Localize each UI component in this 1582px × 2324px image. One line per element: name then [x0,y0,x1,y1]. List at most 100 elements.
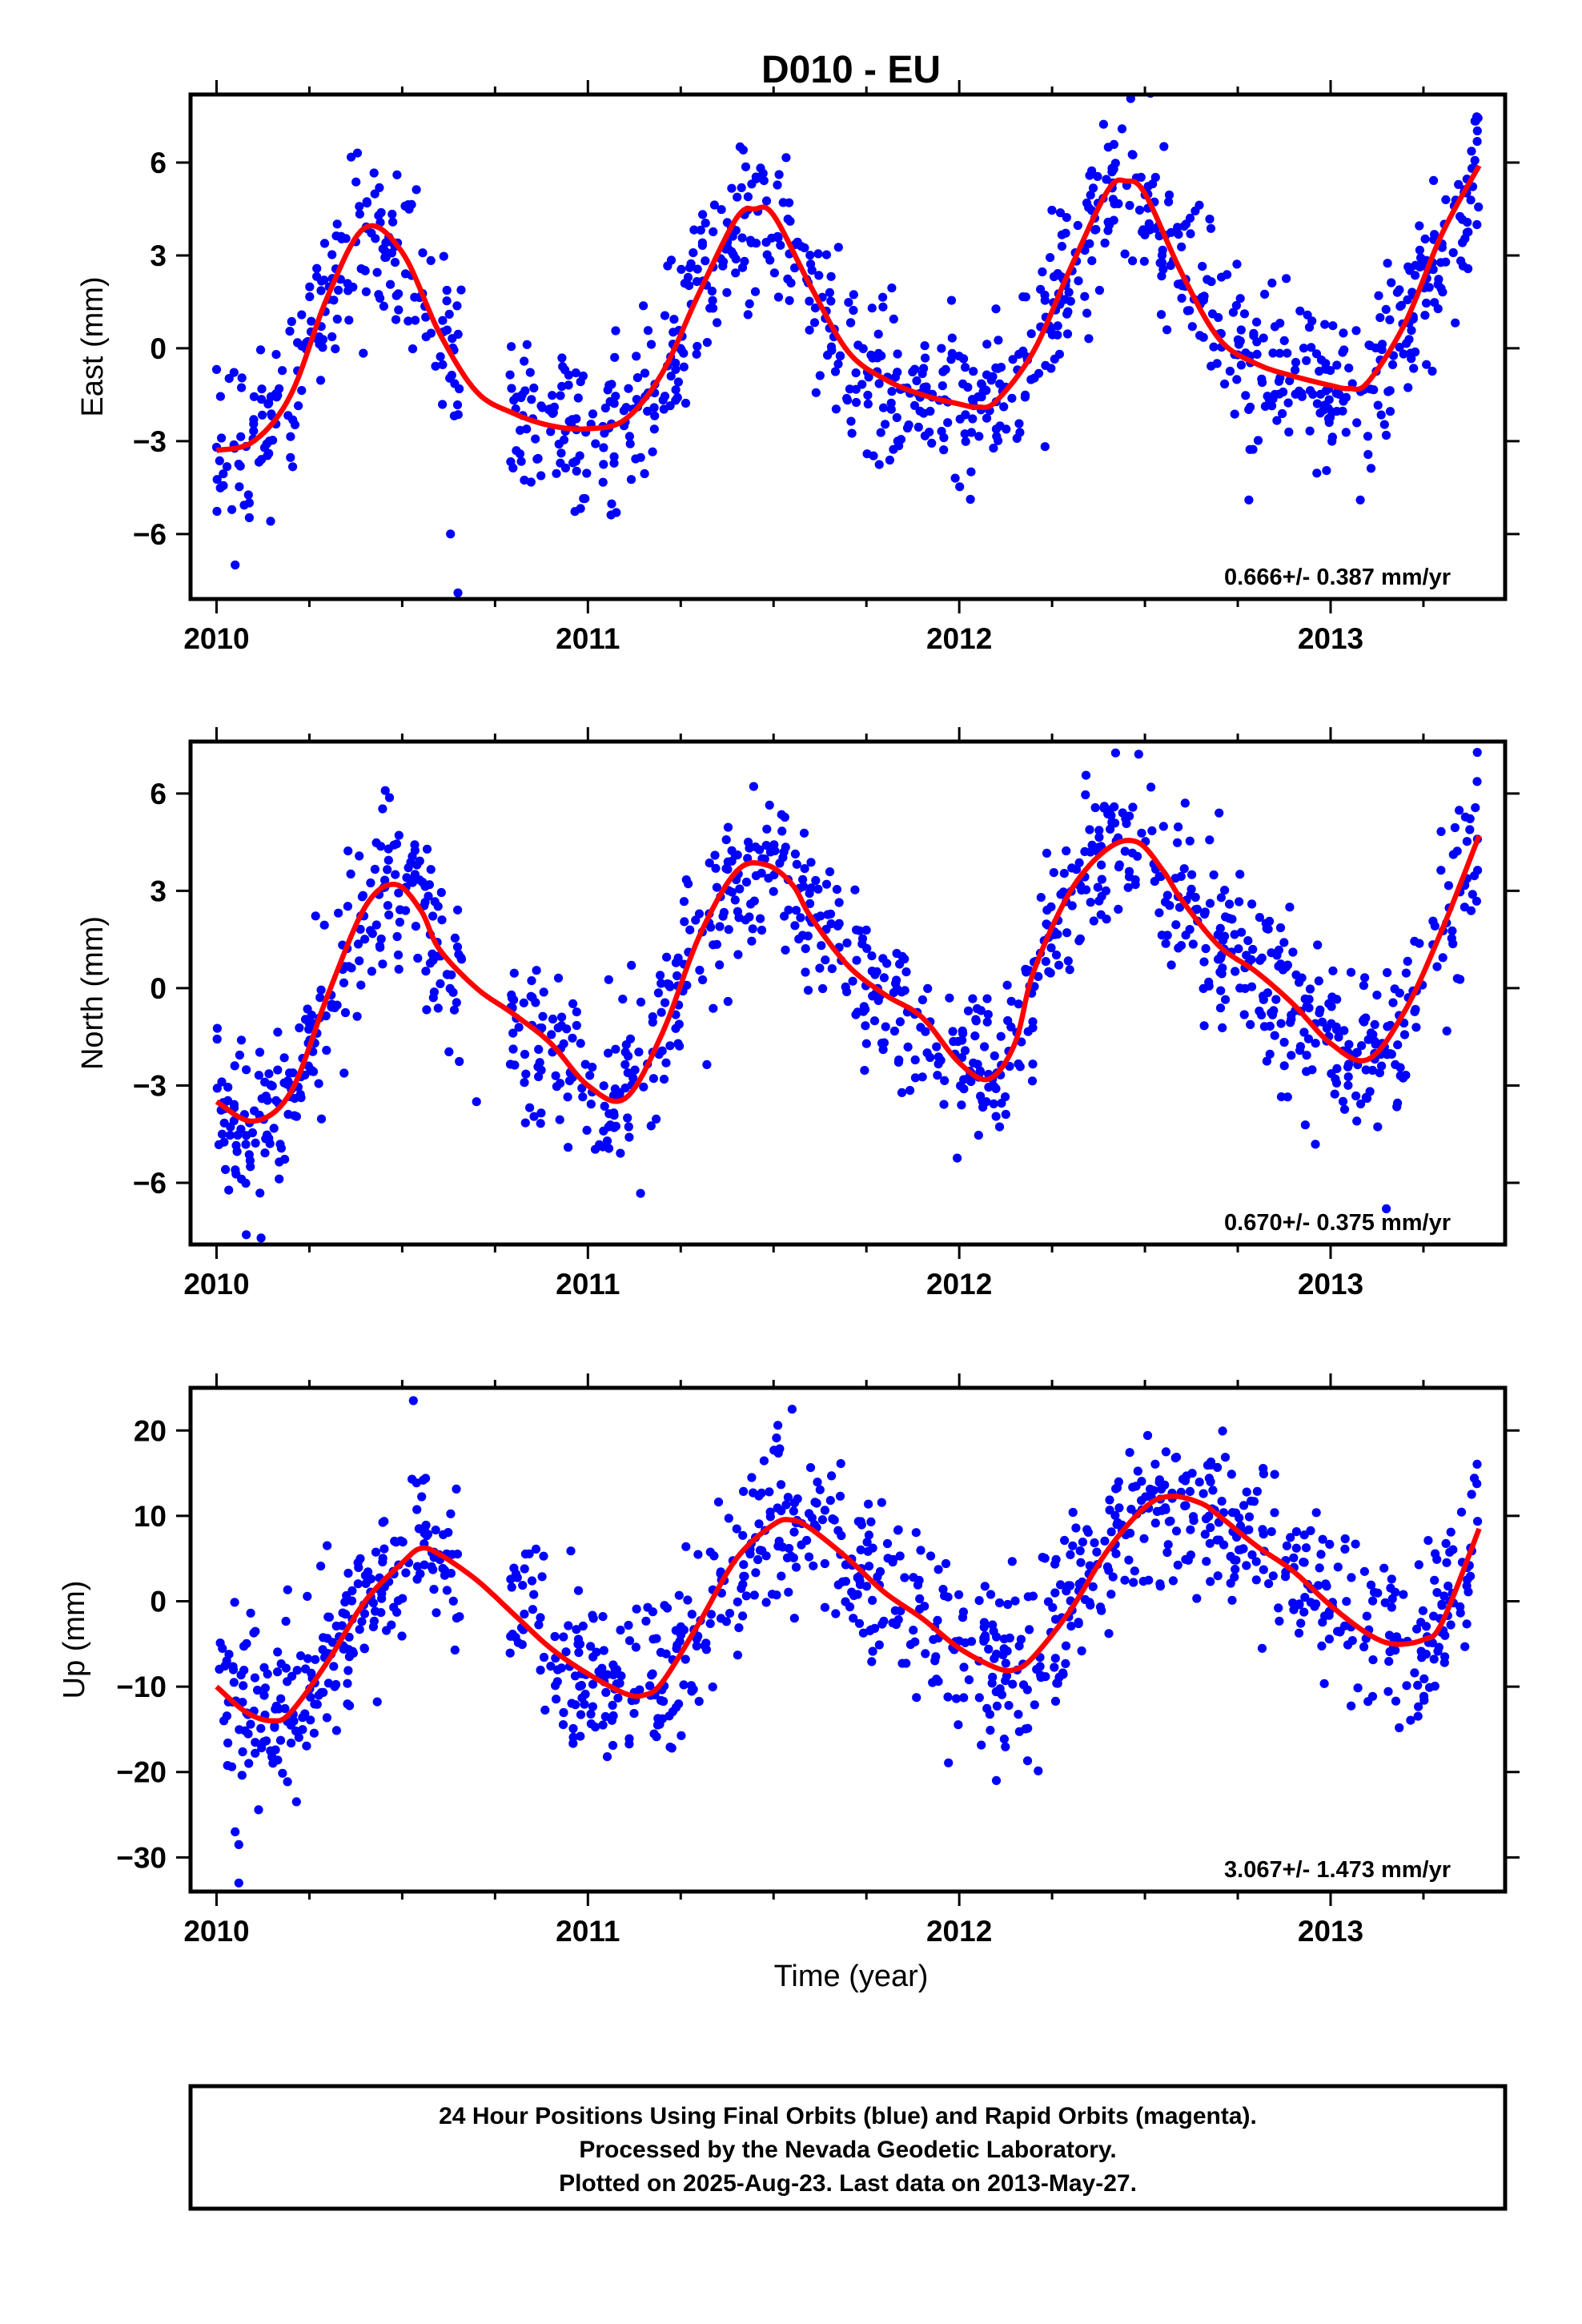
data-point [1286,1018,1295,1027]
data-point [1347,1701,1356,1711]
data-point [1041,360,1050,370]
data-point [1322,1023,1331,1033]
data-point [954,1590,964,1599]
data-point [507,384,516,393]
data-point [1221,995,1231,1004]
data-point [921,1649,930,1659]
data-point [1001,1659,1010,1668]
data-point [784,905,793,915]
data-point [372,267,382,277]
data-point [355,1625,364,1634]
data-point [724,1514,733,1523]
data-point [1342,1597,1351,1606]
data-point [1001,1742,1010,1751]
data-point [927,438,937,448]
data-point [449,1005,460,1015]
data-point [1114,1503,1124,1513]
data-point [1338,406,1347,416]
data-point [222,462,232,472]
data-point [1299,1530,1309,1540]
data-point [600,1711,610,1722]
data-point [1034,1766,1043,1775]
data-point [243,490,253,500]
data-point [246,1719,255,1729]
data-point [1463,1575,1472,1585]
data-point [1061,1641,1071,1651]
data-point [355,956,364,966]
data-point [887,283,897,293]
data-point [756,914,765,923]
data-point [410,846,420,855]
data-point [957,1100,966,1110]
x-tick-label: 2012 [926,1915,992,1948]
data-point [1324,1634,1334,1644]
data-point [991,1112,1001,1121]
data-point [452,998,461,1007]
data-point [384,793,395,802]
data-point [1218,1023,1227,1032]
data-point [525,368,535,377]
data-point [442,1586,452,1595]
data-point [910,1637,920,1647]
data-point [1235,294,1245,304]
data-point [989,444,998,453]
data-point [1062,213,1071,223]
data-point [1307,1065,1317,1075]
data-point [1270,1508,1279,1518]
data-point [1061,228,1070,238]
data-point [1422,360,1431,369]
data-point [536,1065,546,1075]
data-point [991,304,1001,314]
data-point [868,1647,877,1656]
data-point [263,1669,272,1679]
data-point [582,1125,592,1135]
data-point [1171,920,1181,930]
data-point [1322,466,1331,476]
data-point [1216,986,1226,995]
data-point [656,1647,666,1657]
data-point [737,1583,746,1594]
data-point [438,316,448,325]
data-point [797,1540,806,1550]
data-point [1012,433,1022,444]
data-point [516,456,526,466]
data-point [401,906,411,915]
data-point [917,995,927,1005]
data-point [294,401,303,411]
data-point [1101,886,1110,895]
data-point [529,1590,539,1599]
data-point [853,1007,862,1017]
data-point [665,1041,675,1051]
data-point [750,287,761,296]
data-point [389,1602,399,1612]
data-point [1415,245,1424,255]
data-point [1155,258,1165,267]
data-point [711,863,721,873]
data-point [728,231,737,241]
data-point [769,887,778,896]
data-point [677,264,686,274]
data-point [342,1590,351,1601]
data-point [1073,220,1082,231]
data-point [735,142,745,151]
data-point [608,1700,617,1710]
data-point [1205,1538,1215,1548]
data-point [1352,1116,1362,1126]
data-point [1340,1544,1350,1554]
data-point [974,432,984,441]
data-point [857,934,868,943]
data-point [1231,967,1240,976]
data-point [586,1100,596,1109]
data-point [536,1119,545,1128]
data-point [845,1602,855,1612]
data-point [1002,980,1012,990]
data-point [379,301,388,311]
data-point [273,1755,283,1765]
data-point [869,1016,880,1026]
data-point [455,1056,464,1067]
data-point [347,152,356,162]
data-point [777,810,786,819]
data-point [424,880,435,890]
data-point [1071,1523,1081,1533]
data-point [1472,137,1482,147]
